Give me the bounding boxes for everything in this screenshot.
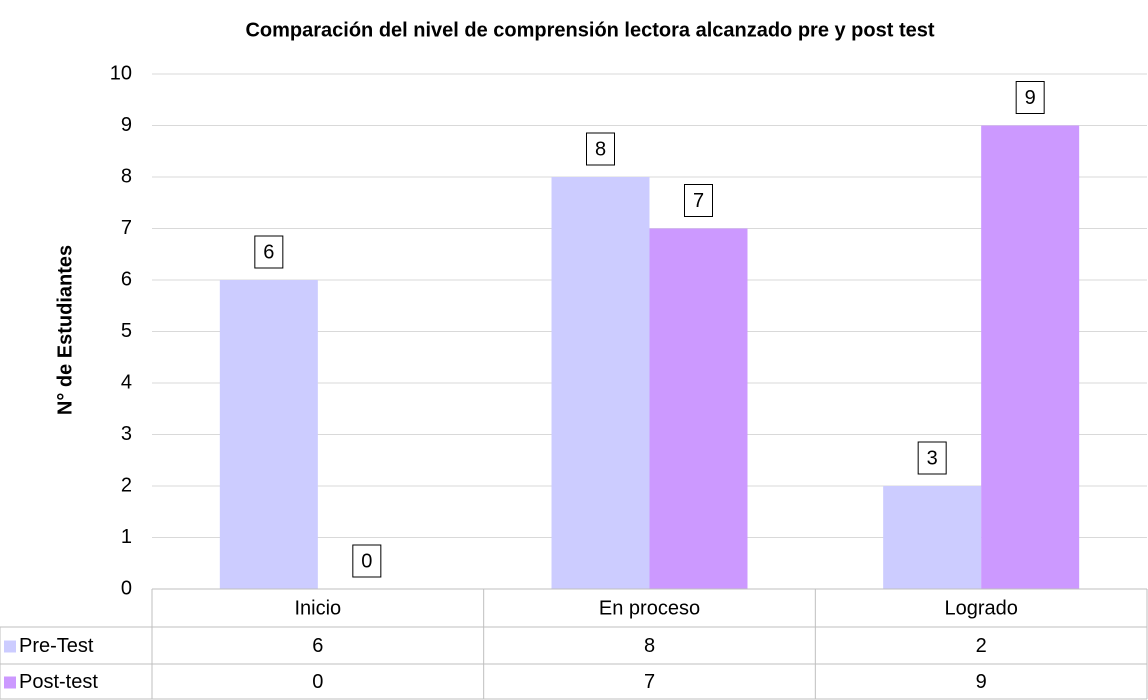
data-label: 9	[1025, 87, 1036, 109]
table-value: 9	[976, 671, 987, 693]
table-value: 8	[644, 635, 655, 657]
data-label-box	[586, 132, 615, 166]
data-label-box	[684, 184, 713, 217]
data-label-box	[254, 235, 284, 269]
data-label: 0	[361, 550, 372, 572]
data-label: 8	[595, 138, 606, 160]
y-tick-label: 6	[121, 268, 132, 290]
legend-swatch	[4, 676, 16, 689]
y-tick-label: 9	[121, 114, 132, 136]
y-tick-label: 10	[110, 62, 132, 84]
bar	[219, 280, 318, 589]
y-tick-label: 0	[121, 577, 132, 599]
y-tick-label: 8	[121, 165, 132, 187]
y-tick-label: 5	[121, 320, 132, 342]
y-tick-label: 4	[121, 371, 132, 393]
x-tick-label: Logrado	[944, 597, 1017, 619]
legend-swatch	[4, 640, 16, 653]
y-tick-label: 7	[121, 217, 132, 239]
legend-label: Post-test	[19, 671, 98, 693]
data-label-box	[917, 441, 947, 475]
y-axis-label: N° de Estudiantes	[54, 245, 76, 415]
y-tick-label: 3	[121, 423, 132, 445]
table-value: 0	[312, 671, 323, 693]
x-tick-label: En proceso	[599, 597, 700, 619]
bar	[883, 486, 982, 589]
table-value: 2	[976, 635, 987, 657]
data-label: 6	[263, 241, 274, 263]
data-label-box	[1015, 81, 1045, 114]
bar	[551, 177, 650, 589]
bar	[649, 228, 748, 589]
chart-title: Comparación del nivel de comprensión lec…	[245, 19, 934, 41]
table-value: 7	[644, 671, 655, 693]
bar	[981, 125, 1080, 589]
y-tick-label: 1	[121, 526, 132, 548]
x-tick-label: Inicio	[294, 597, 341, 619]
y-tick-label: 2	[121, 474, 132, 496]
table-value: 6	[312, 635, 323, 657]
legend-label: Pre-Test	[19, 635, 94, 657]
data-label: 3	[927, 447, 938, 469]
data-label-box	[352, 544, 382, 578]
data-label: 7	[693, 190, 704, 212]
